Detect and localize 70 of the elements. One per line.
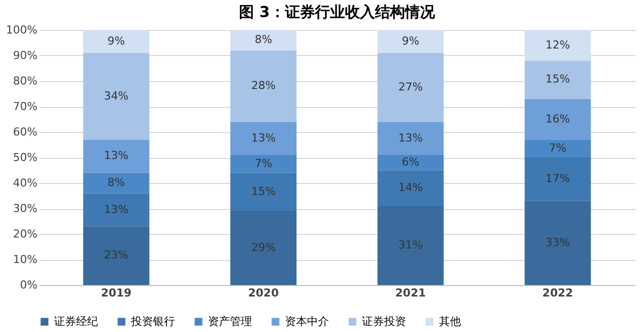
y-tick-label: 90% [13,49,38,62]
y-tick-label: 20% [13,228,38,240]
bar [377,206,444,285]
bar [83,193,150,226]
bar [83,226,150,285]
data-label: 17% [546,172,570,186]
data-label: 31% [398,238,423,252]
y-tick-label: 70% [13,100,38,113]
data-label: 8% [254,33,272,46]
bar [524,60,591,99]
y-tick-label: 80% [13,74,38,88]
bar [230,30,297,50]
bar [83,52,150,140]
legend-label: 证券投资 [362,314,406,328]
data-label: 28% [251,79,276,92]
data-label: 14% [398,181,423,194]
y-tick-label: 100% [6,24,38,36]
bar [524,140,591,158]
x-tick-label: 2020 [248,286,280,300]
data-label: 23% [104,248,128,262]
data-label: 27% [398,80,423,94]
bar [83,140,150,173]
bar [230,211,297,285]
bar [524,200,591,285]
bar [230,122,297,155]
bar [377,52,444,122]
y-tick-label: 0% [20,278,38,292]
bar [230,172,297,212]
data-label: 12% [546,38,570,52]
data-label: 8% [108,176,125,189]
bar [524,98,591,140]
legend-label: 其他 [439,314,461,328]
bar [377,30,444,53]
legend-label: 资产管理 [208,314,252,328]
data-label: 34% [104,89,128,102]
data-label: 9% [108,34,125,48]
data-label: 13% [398,131,423,144]
data-label: 13% [251,131,276,144]
bar [377,154,444,170]
bar [377,122,444,155]
data-label: 16% [546,112,570,126]
data-label: 13% [104,149,128,162]
bar [377,170,444,206]
bar [524,158,591,201]
bar [83,30,150,53]
legend-label: 投资银行 [130,314,175,328]
data-label: 13% [104,202,128,216]
legend-label: 资本中介 [285,314,329,328]
data-label: 15% [546,72,570,86]
data-label: 9% [402,34,420,48]
y-tick-label: 40% [13,176,38,190]
y-tick-label: 50% [13,151,38,164]
bar [524,30,591,61]
bar [230,154,297,173]
data-label: 7% [549,142,566,155]
bar [230,50,297,122]
bar [83,172,150,194]
x-tick-label: 2019 [100,286,132,300]
data-label: 15% [251,184,276,198]
data-label: 29% [251,241,276,254]
data-label: 7% [254,156,272,170]
y-tick-label: 60% [13,126,38,138]
y-tick-label: 30% [13,202,38,215]
y-tick-label: 10% [13,253,38,266]
x-tick-label: 2022 [542,286,574,300]
x-tick-label: 2021 [395,286,426,300]
legend-label: 证券经纪 [54,314,98,328]
data-label: 6% [402,156,420,169]
chart-title: 图 3：证券行业收入结构情况 [239,3,436,21]
data-label: 33% [546,236,570,249]
